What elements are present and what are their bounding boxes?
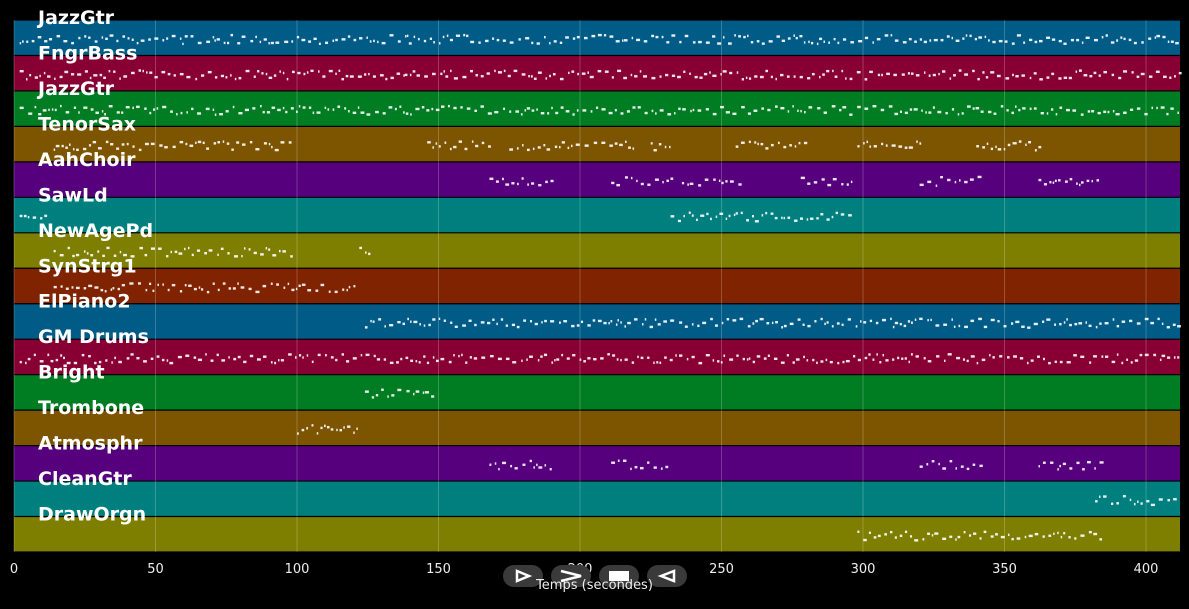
rewind-button[interactable] [647, 565, 687, 587]
track-lane[interactable] [14, 197, 1180, 233]
x-tick-label: 400 [1134, 562, 1159, 577]
rewind-icon [657, 569, 676, 583]
track-label: Trombone [38, 397, 144, 419]
track-lane[interactable] [14, 20, 1180, 56]
track-label: SawLd [38, 184, 108, 206]
track-lane[interactable] [14, 268, 1180, 304]
notes [19, 33, 1182, 542]
track-lane[interactable] [14, 126, 1180, 162]
track-label: DrawOrgn [38, 504, 146, 526]
x-tick-label: 150 [426, 562, 451, 577]
track-label: AahChoir [38, 149, 136, 171]
stop-button[interactable] [599, 565, 639, 587]
track-lane[interactable] [14, 445, 1180, 482]
track-lane[interactable] [14, 55, 1180, 91]
x-tick-label: 50 [147, 562, 164, 577]
transport-controls [500, 565, 690, 587]
track-label: JazzGtr [36, 78, 115, 100]
track-lane[interactable] [14, 410, 1180, 446]
play-button[interactable] [503, 565, 543, 587]
track-label: Atmosphr [38, 433, 143, 455]
track-label: NewAgePd [38, 220, 153, 242]
x-tick-label: 0 [10, 562, 18, 577]
x-tick-label: 250 [709, 562, 734, 577]
track-label: JazzGtr [36, 7, 115, 29]
x-tick-label: 100 [285, 562, 310, 577]
x-tick-label: 300 [851, 562, 876, 577]
track-label: Bright [38, 362, 105, 384]
track-lane[interactable] [14, 303, 1180, 340]
stop-icon [609, 571, 629, 581]
track-label: FngrBass [38, 42, 137, 64]
track-label: SynStrg1 [38, 255, 137, 277]
track-lane[interactable] [14, 481, 1180, 517]
track-label: ElPiano2 [38, 291, 131, 313]
track-lane[interactable] [14, 516, 1180, 552]
x-tick-label: 350 [992, 562, 1017, 577]
track-label: GM Drums [38, 326, 149, 348]
fast-forward-icon [560, 569, 582, 583]
track-label: CleanGtr [38, 468, 132, 490]
fast-forward-button[interactable] [551, 565, 591, 587]
track-lane[interactable] [14, 161, 1180, 198]
track-lane[interactable] [14, 339, 1180, 375]
track-lane[interactable] [14, 374, 1180, 411]
track-lane[interactable] [14, 232, 1180, 269]
play-icon [515, 569, 533, 583]
track-label: TenorSax [38, 113, 136, 135]
